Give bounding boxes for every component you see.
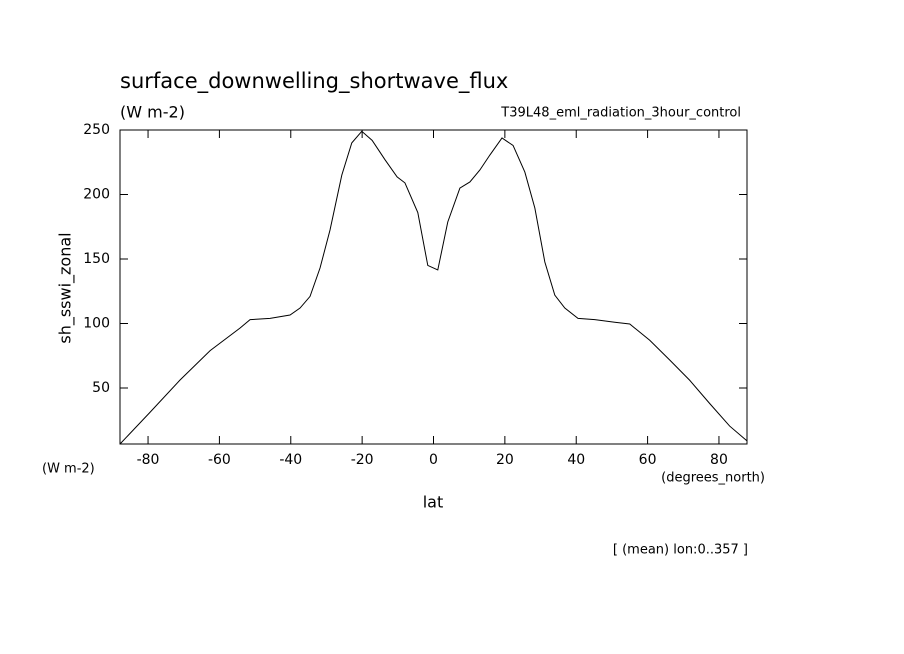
x-tick-label: 80 (710, 452, 728, 468)
x-tick-label: 60 (639, 452, 657, 468)
plot-frame (119, 129, 748, 445)
x-units: (degrees_north) (661, 471, 765, 486)
dataset-label: T39L48_eml_radiation_3hour_control (500, 106, 741, 121)
footnote: [ (mean) lon:0..357 ] (613, 543, 748, 558)
x-tick-label: -80 (137, 452, 160, 468)
x-tick-label: -20 (351, 452, 374, 468)
x-tick-label: 20 (496, 452, 514, 468)
x-axis-label: lat (423, 493, 444, 512)
y-tick-label: 100 (83, 316, 110, 332)
y-tick-label: 50 (92, 380, 110, 396)
data-line (119, 130, 748, 445)
y-tick-label: 250 (83, 122, 110, 138)
x-tick-label: -60 (208, 452, 231, 468)
y-tick-label: 200 (83, 187, 110, 203)
x-tick-label: -40 (279, 452, 302, 468)
chart-title: surface_downwelling_shortwave_flux (120, 69, 508, 94)
y-tick-label: 150 (83, 251, 110, 267)
chart-subtitle: (W m-2) (120, 103, 185, 122)
y-axis-label: sh_sswi_zonal (56, 232, 76, 343)
x-tick-label: 0 (429, 452, 438, 468)
y-units: (W m-2) (42, 462, 95, 477)
x-tick-label: 40 (567, 452, 585, 468)
